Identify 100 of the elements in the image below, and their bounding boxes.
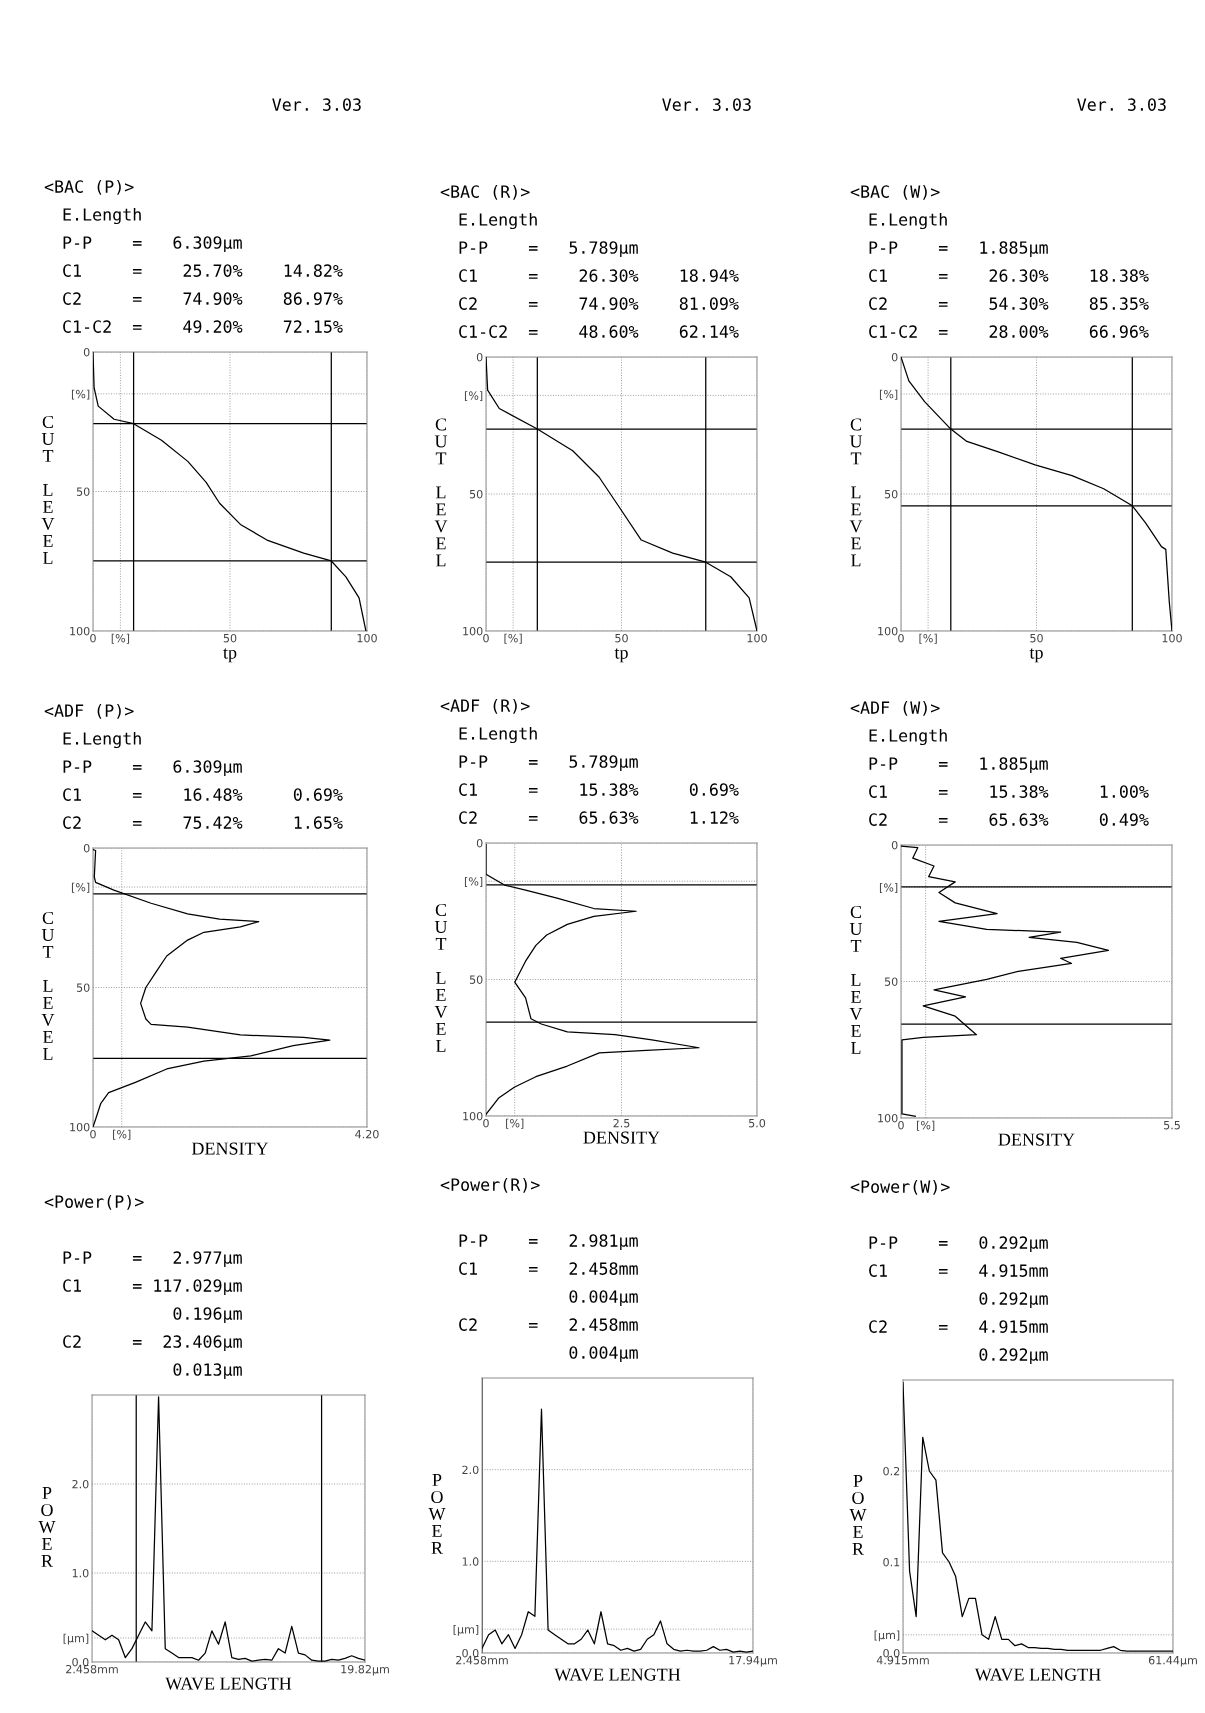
y-tick-label: 100 — [878, 626, 898, 636]
text: C2 = 4.915mm — [869, 1320, 1048, 1333]
x-tick-label: 5.0 — [749, 1118, 766, 1128]
chart-title: <BAC (R)> — [440, 185, 530, 200]
y-tick-label: [μm] — [874, 1630, 900, 1642]
chart-title: <ADF (W)> — [850, 701, 940, 716]
y-tick-label: [%] — [879, 389, 898, 400]
y-tick-label: 2.0 — [462, 1465, 479, 1475]
chart-title: <BAC (W)> — [850, 185, 940, 200]
text: C1 = 25.70% 14.82% — [63, 264, 343, 277]
x-tick-label: [%] — [504, 633, 522, 644]
text: C1 = 15.38% 1.00% — [869, 785, 1149, 798]
y-tick-label: 100 — [70, 626, 90, 636]
text: C2 = 74.90% 81.09% — [459, 297, 739, 310]
y-tick-label: 50 — [469, 975, 483, 984]
text: C2 = 65.63% 0.49% — [869, 813, 1149, 826]
y-tick-label: 0 — [476, 838, 483, 848]
x-axis-title: tp — [614, 648, 628, 663]
y-tick-label: 0.1 — [883, 1557, 900, 1567]
text: CUT LEVEL — [849, 418, 863, 567]
text: E.Length — [459, 212, 537, 230]
chart-subtitle: Ver. 3.03 — [662, 98, 751, 111]
x-tick-label: 50 — [1030, 633, 1043, 643]
chart-title: <Power(R)> — [440, 1178, 540, 1193]
x-tick-label: 5.5 — [1164, 1121, 1180, 1130]
y-tick-label: 0 — [891, 840, 898, 850]
y-tick-label: 2.0 — [72, 1479, 89, 1489]
y-tick-label: 0 — [83, 843, 90, 853]
text: CUT LEVEL — [41, 415, 55, 564]
x-tick-label: 50 — [223, 633, 237, 643]
y-tick-label: 0.0 — [883, 1648, 900, 1658]
text: 0.292μm — [979, 1292, 1048, 1309]
x-tick-label: 4.915mm — [876, 1655, 929, 1665]
y-tick-label: 0.2 — [883, 1466, 900, 1476]
x-axis-title: tp — [1029, 648, 1043, 663]
text: P-P = 1.885μm — [869, 241, 1048, 258]
y-tick-label: [%] — [71, 882, 90, 893]
text: C1-C2 = 49.20% 72.15% — [63, 320, 343, 333]
chart-subtitle: Ver. 3.03 — [1077, 98, 1166, 111]
text: 0.004μm — [569, 1290, 638, 1307]
chart-title: <ADF (R)> — [440, 699, 530, 714]
text: P-P = 5.789μm — [459, 241, 638, 258]
x-axis-title: DENSITY — [191, 1142, 269, 1155]
text: P-P = 2.977μm — [63, 1251, 242, 1268]
y-tick-label: 0 — [891, 352, 898, 362]
text: P-P = 5.789μm — [459, 755, 638, 772]
text: 0.196μm — [173, 1307, 242, 1324]
x-axis-title: WAVE LENGTH — [974, 1668, 1101, 1681]
y-tick-label: 100 — [463, 626, 483, 636]
x-tick-label: 50 — [615, 633, 628, 643]
y-tick-label: 50 — [884, 489, 898, 499]
text: P-P = 0.292μm — [869, 1236, 1048, 1253]
x-tick-label: 100 — [1162, 633, 1182, 643]
x-axis-title: WAVE LENGTH — [165, 1677, 292, 1690]
text: E.Length — [869, 212, 947, 230]
y-tick-label: [%] — [464, 391, 483, 402]
text: P-P = 6.309μm — [63, 760, 242, 777]
x-tick-label: 17.94μm — [729, 1655, 777, 1667]
y-axis-title: POWER — [849, 1475, 867, 1555]
chart-subtitle: Ver. 3.03 — [272, 98, 361, 111]
x-tick-label: 2.458mm — [456, 1655, 508, 1665]
x-tick-label: [%] — [111, 633, 130, 644]
x-tick-label: [%] — [113, 1129, 131, 1140]
line-series — [901, 357, 1172, 631]
text: CUT LEVEL — [434, 903, 448, 1052]
x-tick-label: [%] — [919, 633, 937, 644]
y-tick-label: [%] — [879, 883, 898, 893]
text: C1 = 117.029μm — [63, 1279, 242, 1296]
chart-title: <BAC (P)> — [44, 180, 134, 195]
x-axis-title: DENSITY — [998, 1133, 1075, 1146]
y-tick-label: [μm] — [453, 1624, 479, 1636]
x-tick-label: 19.82μm — [341, 1664, 389, 1676]
text: C1 = 16.48% 0.69% — [63, 788, 343, 801]
y-tick-label: [%] — [464, 877, 483, 887]
text: E.Length — [63, 731, 141, 749]
chart-title: <ADF (P)> — [44, 704, 134, 719]
text: C2 = 65.63% 1.12% — [459, 811, 739, 824]
x-axis-title: DENSITY — [583, 1131, 660, 1144]
x-tick-label: 100 — [747, 633, 767, 643]
line-series — [93, 352, 367, 631]
y-tick-label: 50 — [76, 983, 90, 992]
text: E.Length — [459, 726, 537, 744]
text: P-P = 1.885μm — [869, 757, 1048, 774]
y-tick-label: 50 — [884, 977, 898, 986]
text: CUT LEVEL — [849, 905, 863, 1054]
x-tick-label: 2.458mm — [66, 1664, 118, 1674]
text: C2 = 23.406μm — [63, 1335, 242, 1352]
text: 0.013μm — [173, 1363, 242, 1380]
y-tick-label: 1.0 — [72, 1568, 89, 1578]
y-tick-label: 1.0 — [462, 1557, 479, 1566]
x-tick-label: 61.44μm — [1148, 1655, 1197, 1667]
text: E.Length — [63, 207, 141, 225]
y-tick-label: [μm] — [63, 1633, 89, 1645]
chart-title: <Power(P)> — [44, 1195, 144, 1210]
text: P-P = 2.981μm — [459, 1234, 638, 1251]
y-tick-label: [%] — [71, 389, 90, 400]
x-axis-title: tp — [223, 648, 237, 663]
text: C1-C2 = 28.00% 66.96% — [869, 325, 1149, 338]
text: E.Length — [869, 728, 947, 746]
text: C1 = 15.38% 0.69% — [459, 783, 739, 796]
